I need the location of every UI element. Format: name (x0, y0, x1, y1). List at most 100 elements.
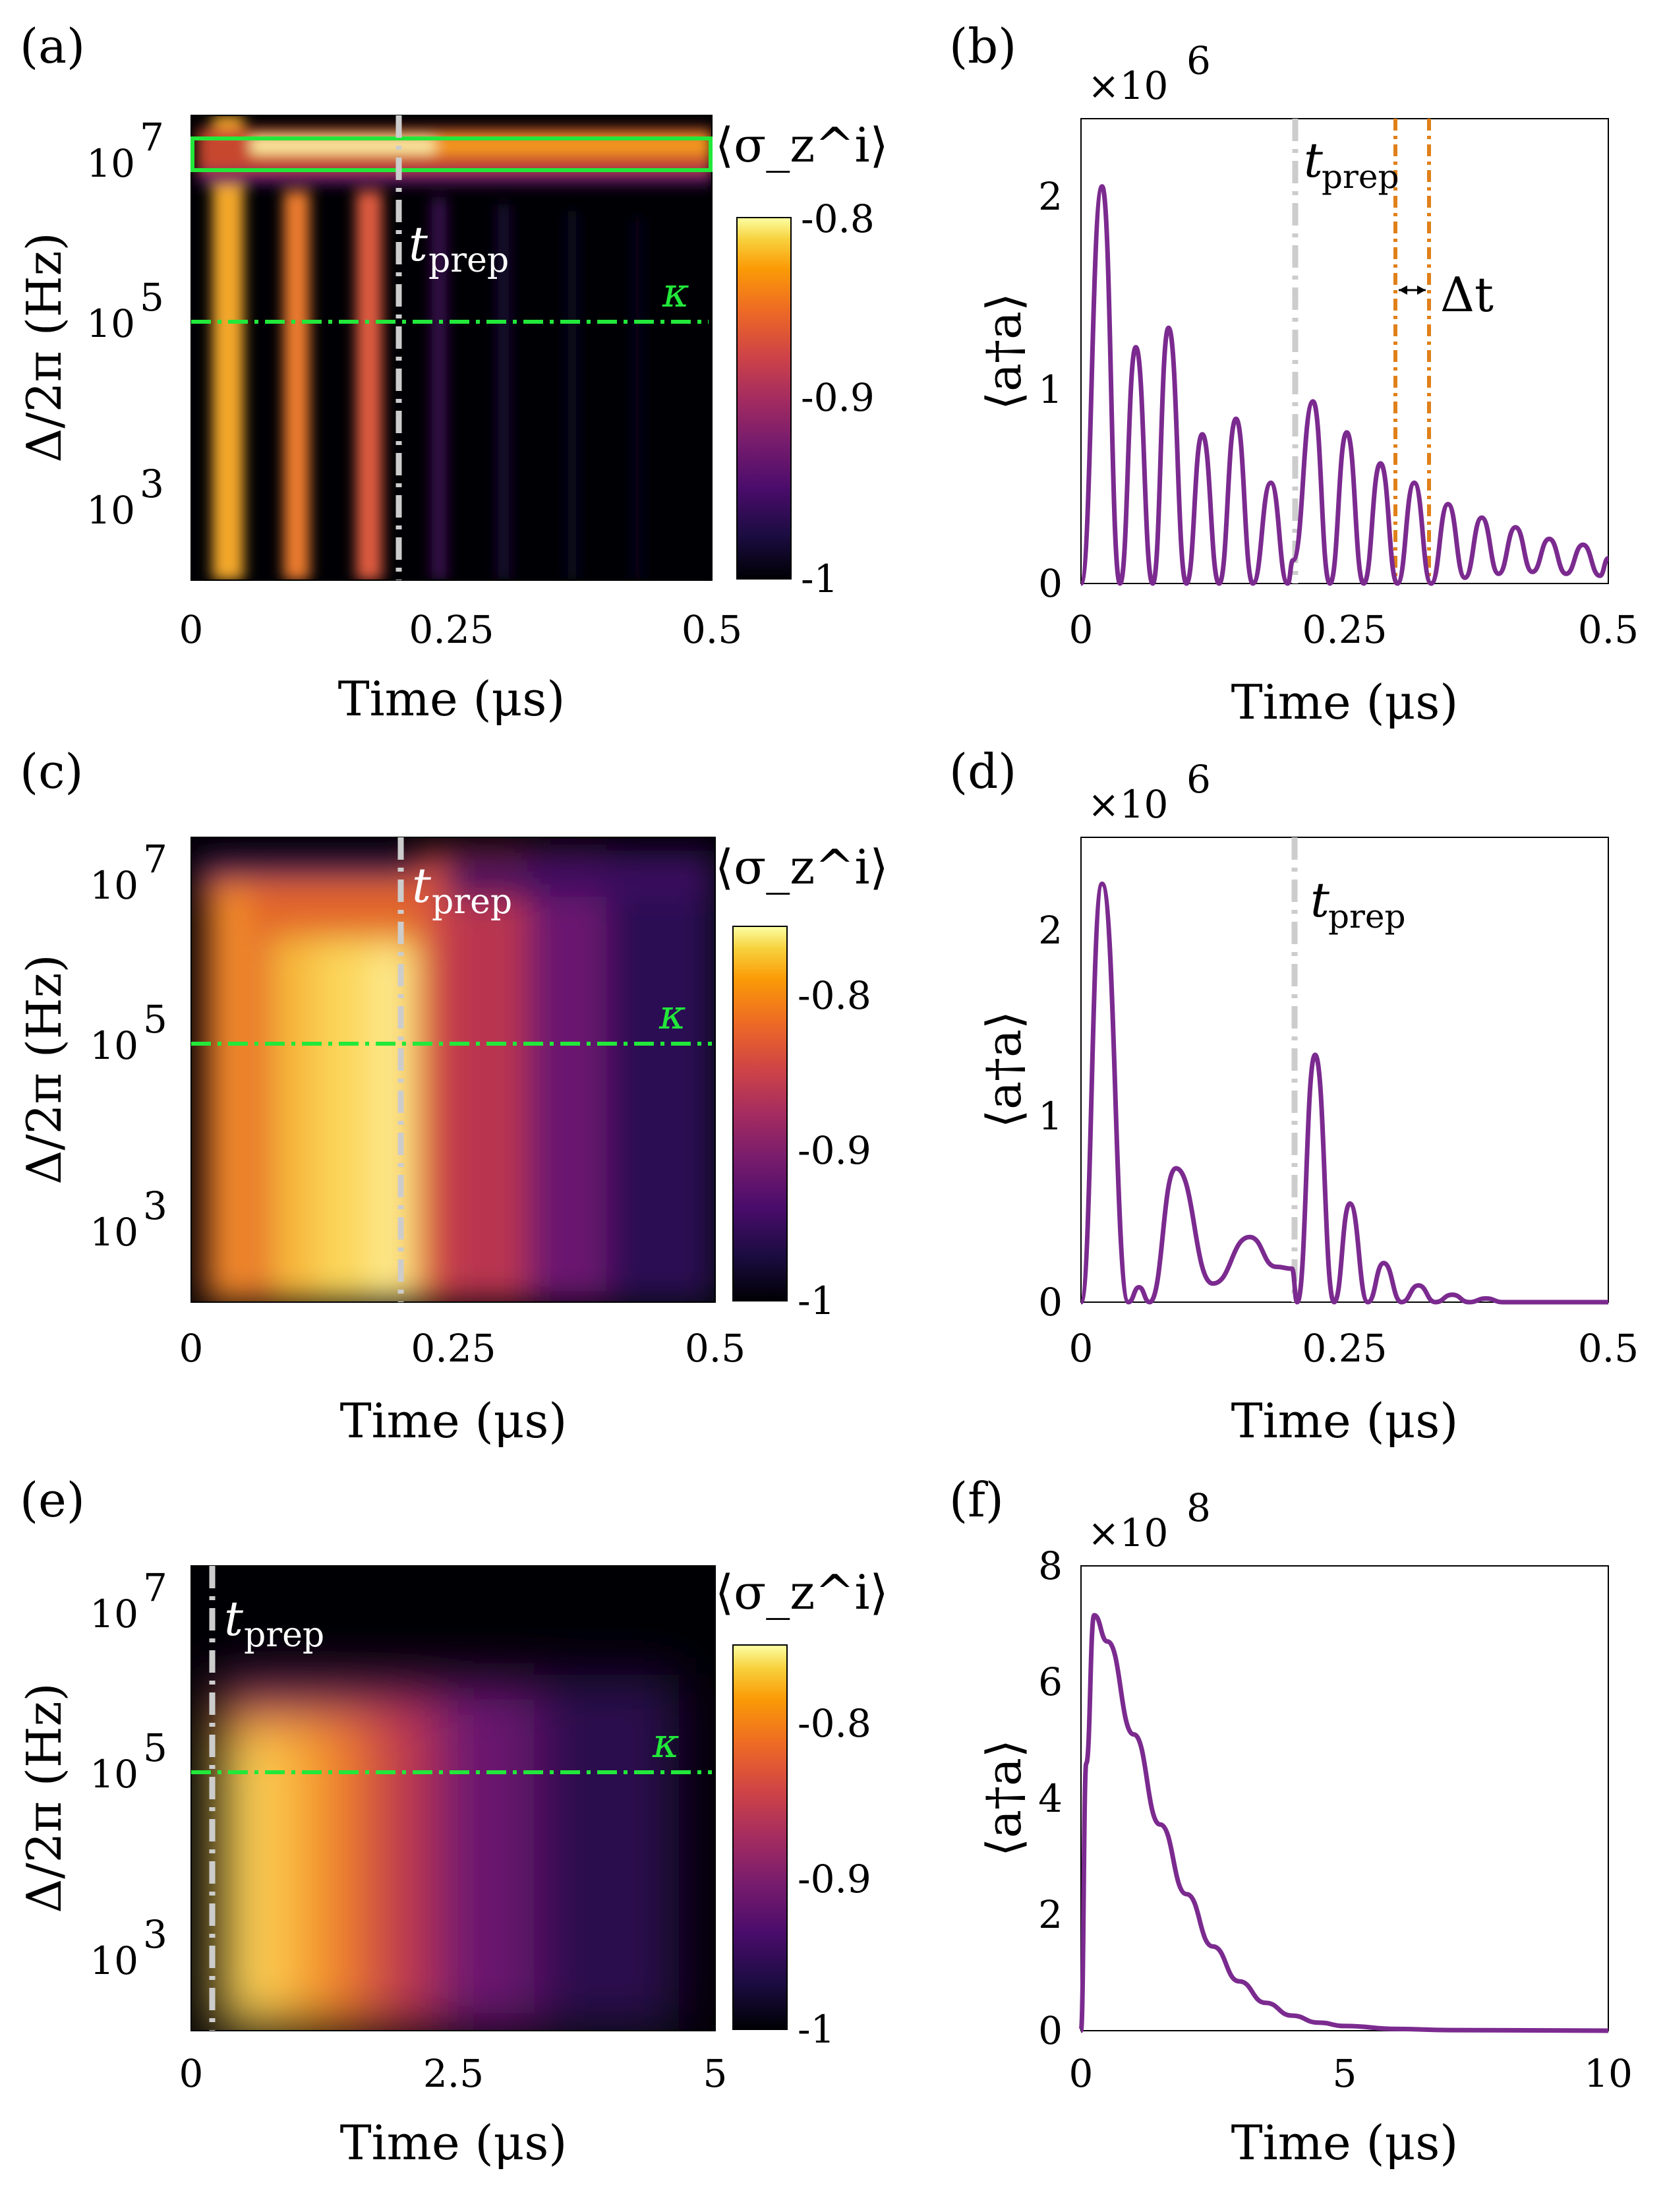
svg-text:prep: prep (428, 241, 509, 280)
svg-text:7: 7 (143, 1565, 167, 1610)
panel-c-axes-box (190, 837, 716, 1303)
panel-c-colorbar-label: ⟨σ_z^i⟩ (715, 839, 889, 895)
svg-text:10: 10 (90, 1938, 138, 1983)
svg-text:0: 0 (1038, 1280, 1063, 1325)
panel-e-colorbar (732, 1644, 788, 2030)
panel-e-xlabel: Time (μs) (340, 2115, 568, 2170)
svg-text:2: 2 (1038, 174, 1063, 219)
svg-text:t: t (409, 216, 428, 272)
panel-a-colorbar-ticks: -0.8 -0.9 -1 (801, 196, 875, 601)
svg-text:t: t (1310, 872, 1330, 928)
svg-text:-1: -1 (798, 2007, 835, 2052)
panel-a-tprep-label: t prep (409, 216, 509, 280)
panel-f-y-ticks: 0 2 4 6 8 (1038, 1543, 1063, 2053)
svg-text:1: 1 (1038, 367, 1063, 412)
svg-text:5: 5 (703, 2051, 728, 2096)
svg-text:3: 3 (143, 1183, 167, 1228)
panel-b-letter: (b) (949, 18, 1016, 74)
svg-text:2: 2 (1038, 1892, 1063, 1937)
svg-text:10: 10 (86, 141, 135, 186)
svg-text:3: 3 (143, 1912, 167, 1957)
panel-e-colorbar-ticks: -0.8 -0.9 -1 (798, 1701, 871, 2052)
svg-text:prep: prep (1328, 897, 1406, 936)
panel-d-y-ticks: 0 1 2 (1038, 908, 1063, 1325)
svg-text:1: 1 (1038, 1094, 1063, 1139)
panel-e-y-ticks: 10 7 10 5 10 3 (90, 1565, 167, 1983)
svg-text:0: 0 (1038, 561, 1063, 606)
svg-text:10: 10 (90, 1592, 138, 1636)
panel-c-letter: (c) (20, 744, 84, 799)
svg-text:0: 0 (179, 1326, 204, 1371)
svg-text:prep: prep (1322, 158, 1399, 196)
svg-text:2: 2 (1038, 908, 1063, 953)
panel-e-x-ticks: 0 2.5 5 (179, 2051, 728, 2096)
panel-e-axes-box (190, 1565, 716, 2031)
panel-b-ylabel: ⟨a†a⟩ (976, 293, 1032, 410)
svg-text:6: 6 (1186, 757, 1211, 802)
panel-e: (e) t prep κ 0 2.5 5 Time (μs) (16, 1472, 889, 2170)
panel-c-colorbar-ticks: -0.8 -0.9 -1 (798, 973, 871, 1323)
panel-b: (b) ×10 6 Δt t prep 0 0.25 0.5 Time (μs)… (949, 18, 1639, 730)
svg-text:0.25: 0.25 (409, 607, 494, 652)
svg-text:0.25: 0.25 (411, 1326, 496, 1371)
svg-text:10: 10 (1584, 2051, 1633, 2096)
svg-text:0.25: 0.25 (1302, 1326, 1387, 1371)
panel-a-colorbar (736, 217, 792, 580)
panel-c-xlabel: Time (μs) (340, 1393, 568, 1449)
panel-f-letter: (f) (949, 1472, 1004, 1528)
panel-a-letter: (a) (20, 18, 85, 74)
panel-d-multiplier: ×10 6 (1088, 757, 1211, 827)
svg-text:0.5: 0.5 (682, 607, 742, 652)
svg-text:10: 10 (86, 488, 135, 533)
svg-text:t: t (1304, 133, 1324, 188)
panel-c-x-ticks: 0 0.25 0.5 (179, 1326, 746, 1371)
svg-text:6: 6 (1038, 1659, 1063, 1704)
panel-e-kappa-label: κ (652, 1719, 680, 1767)
heatmap-a-band-1 (212, 115, 244, 580)
svg-text:×10: ×10 (1088, 63, 1168, 108)
svg-text:8: 8 (1186, 1485, 1211, 1530)
panel-c-heatmap (191, 837, 715, 1302)
heatmap-a-band-2 (283, 191, 310, 580)
svg-text:3: 3 (140, 462, 164, 506)
panel-f-axes-box (1080, 1565, 1609, 2031)
panel-e-colorbar-label: ⟨σ_z^i⟩ (715, 1565, 889, 1620)
panel-c-ylabel: Δ/2π (Hz) (16, 954, 72, 1184)
svg-text:10: 10 (90, 1752, 138, 1797)
svg-text:prep: prep (432, 882, 512, 922)
svg-text:0.5: 0.5 (685, 1326, 745, 1371)
svg-text:5: 5 (143, 1725, 167, 1770)
svg-text:0: 0 (1069, 607, 1094, 652)
panel-f-x-ticks: 0 5 10 (1069, 2051, 1633, 2096)
svg-text:10: 10 (90, 1023, 138, 1068)
svg-text:8: 8 (1038, 1543, 1063, 1588)
panel-c-tprep-label: t prep (412, 858, 512, 922)
panel-d-tprep-label: t prep (1310, 872, 1406, 936)
svg-text:0.5: 0.5 (1578, 1326, 1639, 1371)
panel-b-delta-t-label: Δt (1440, 267, 1494, 322)
svg-text:×10: ×10 (1088, 782, 1168, 827)
panel-b-x-ticks: 0 0.25 0.5 (1069, 607, 1639, 652)
svg-text:0.5: 0.5 (1578, 607, 1639, 652)
svg-text:5: 5 (140, 275, 164, 320)
svg-text:×10: ×10 (1088, 1510, 1168, 1555)
svg-text:0: 0 (179, 607, 204, 652)
svg-text:10: 10 (90, 1210, 138, 1255)
svg-text:5: 5 (143, 997, 167, 1042)
panel-b-tprep-label: t prep (1304, 133, 1399, 196)
svg-text:-0.9: -0.9 (798, 1128, 871, 1173)
svg-text:t: t (412, 858, 432, 913)
panel-a-heatmap (191, 115, 712, 580)
svg-text:10: 10 (90, 863, 138, 908)
svg-text:-0.8: -0.8 (798, 1701, 871, 1746)
panel-d-series-line (1078, 882, 1608, 1305)
panel-f-series-line (1078, 1613, 1609, 2033)
panel-f: (f) ×10 8 0 5 10 Time (μs) 0 2 4 6 8 ⟨a†… (949, 1472, 1633, 2170)
panel-a: (a) t prep κ (16, 18, 889, 727)
panel-b-y-ticks: 0 1 2 (1038, 174, 1063, 606)
panel-e-ylabel: Δ/2π (Hz) (16, 1683, 72, 1913)
panel-d-letter: (d) (949, 744, 1016, 799)
svg-text:2.5: 2.5 (423, 2051, 484, 2096)
panel-e-tprep-label: t prep (224, 1591, 324, 1655)
